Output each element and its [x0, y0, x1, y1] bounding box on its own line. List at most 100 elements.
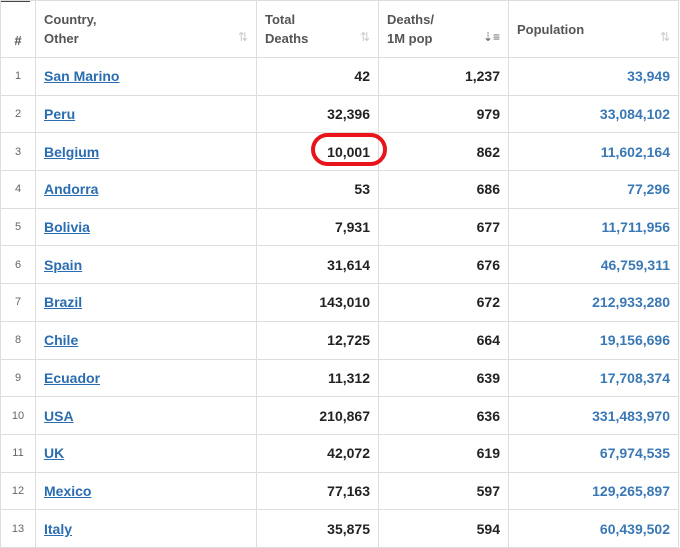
- rank-cell: 7: [0, 283, 36, 322]
- cell-text: 7: [14, 296, 22, 309]
- cell-text: 2: [14, 108, 22, 121]
- table-row: 12 Mexico 77,163 597 129,265,897: [0, 471, 679, 511]
- population-cell: 33,084,102: [508, 94, 679, 134]
- country-link[interactable]: Ecuador: [44, 369, 101, 386]
- total-deaths-cell: 35,875: [256, 509, 379, 548]
- cell-text: 11,711,956: [601, 219, 670, 236]
- column-header[interactable]: Country, Other ⇅: [35, 0, 257, 58]
- deaths-per-million-cell: 594: [378, 509, 509, 548]
- rank-cell: 11: [0, 433, 36, 473]
- country-cell: UK: [35, 433, 257, 473]
- rank-cell: 1: [0, 57, 36, 96]
- total-deaths-cell: 210,867: [256, 396, 379, 435]
- table-row: 8 Chile 12,725 664 19,156,696: [0, 320, 679, 360]
- cell-text: 12,725: [327, 332, 370, 349]
- rank-cell: 9: [0, 358, 36, 398]
- population-cell: 77,296: [508, 170, 679, 209]
- cell-text: 1,237: [464, 68, 500, 85]
- cell-text: 979: [476, 106, 500, 123]
- header-text: Total: [265, 12, 296, 27]
- header-text: Population: [517, 21, 585, 37]
- rank-cell: 12: [0, 471, 36, 511]
- total-deaths-cell: 53: [256, 170, 379, 209]
- cell-text: 53: [354, 181, 370, 198]
- cell-text: 639: [476, 369, 500, 386]
- cell-text: 67,974,535: [599, 445, 670, 462]
- cell-text: 594: [476, 520, 500, 537]
- cell-text: 10: [11, 409, 25, 422]
- cell-text: 13: [11, 522, 25, 535]
- country-link[interactable]: Bolivia: [44, 219, 90, 236]
- population-cell: 11,711,956: [508, 207, 679, 247]
- header-text: 1M pop: [387, 31, 433, 46]
- table-row: 10 USA 210,867 636 331,483,970: [0, 396, 679, 435]
- cell-text: 8: [14, 334, 22, 347]
- cell-text: 672: [476, 294, 500, 311]
- deaths-per-million-cell: 672: [378, 283, 509, 322]
- cell-text: 619: [476, 445, 500, 462]
- total-deaths-cell: 42: [256, 57, 379, 96]
- total-deaths-cell: 12,725: [256, 320, 379, 360]
- cell-text: 636: [476, 407, 500, 424]
- country-cell: Belgium: [35, 132, 257, 172]
- cell-text: 60,439,502: [599, 520, 670, 537]
- population-cell: 212,933,280: [508, 283, 679, 322]
- table-body: 1 San Marino 42 1,237 33,949 2 Peru 32,396 979 33…: [0, 57, 679, 548]
- table-row: 13 Italy 35,875 594 60,439,502: [0, 509, 679, 548]
- deaths-per-million-cell: 676: [378, 245, 509, 285]
- total-deaths-cell: 32,396: [256, 94, 379, 134]
- cell-text: 5: [14, 221, 22, 234]
- country-link[interactable]: Chile: [44, 332, 79, 349]
- cell-text: 331,483,970: [592, 407, 670, 424]
- cell-text: 77,163: [327, 482, 370, 499]
- sort-icon[interactable]: ⇣≡: [482, 30, 500, 44]
- cell-text: 4: [14, 183, 22, 196]
- deaths-per-million-cell: 677: [378, 207, 509, 247]
- cell-text: 664: [476, 332, 500, 349]
- cell-text: 677: [476, 219, 500, 236]
- cell-text: 9: [14, 371, 22, 384]
- sort-icon[interactable]: ⇅: [659, 30, 670, 44]
- country-link[interactable]: Mexico: [44, 482, 92, 499]
- country-link[interactable]: Andorra: [44, 181, 99, 198]
- column-header[interactable]: Population ⇅: [508, 0, 679, 58]
- population-cell: 19,156,696: [508, 320, 679, 360]
- table-row: 1 San Marino 42 1,237 33,949: [0, 57, 679, 96]
- country-cell: Mexico: [35, 471, 257, 511]
- cell-text: 862: [476, 143, 500, 160]
- sort-icon[interactable]: ⇅: [359, 30, 370, 44]
- country-link[interactable]: Italy: [44, 520, 73, 537]
- cell-text: 210,867: [319, 407, 370, 424]
- country-link[interactable]: Brazil: [44, 294, 83, 311]
- country-cell: San Marino: [35, 57, 257, 96]
- country-link[interactable]: Peru: [44, 106, 76, 123]
- table-row: 4 Andorra 53 686 77,296: [0, 170, 679, 209]
- cell-text: 33,949: [627, 68, 670, 85]
- sort-icon[interactable]: ⇅: [237, 30, 248, 44]
- rank-cell: 2: [0, 94, 36, 134]
- column-header[interactable]: Deaths/1M pop ⇣≡: [378, 0, 509, 58]
- deaths-per-million-cell: 979: [378, 94, 509, 134]
- table-row: 2 Peru 32,396 979 33,084,102: [0, 94, 679, 134]
- country-link[interactable]: Spain: [44, 256, 83, 273]
- population-cell: 331,483,970: [508, 396, 679, 435]
- column-header[interactable]: Total Deaths ⇅: [256, 0, 379, 58]
- cell-text: 11: [12, 447, 24, 460]
- cell-text: 6: [14, 258, 22, 271]
- header-text: Other: [44, 31, 79, 46]
- deaths-per-million-cell: 639: [378, 358, 509, 398]
- population-cell: 67,974,535: [508, 433, 679, 473]
- population-cell: 17,708,374: [508, 358, 679, 398]
- cell-text: 7,931: [334, 219, 370, 236]
- country-link[interactable]: UK: [44, 445, 65, 462]
- cell-text: 42,072: [327, 445, 370, 462]
- country-link[interactable]: Belgium: [44, 143, 100, 160]
- country-link[interactable]: USA: [44, 407, 74, 424]
- country-cell: Peru: [35, 94, 257, 134]
- deaths-per-million-cell: 664: [378, 320, 509, 360]
- total-deaths-cell: 77,163: [256, 471, 379, 511]
- country-link[interactable]: San Marino: [44, 68, 120, 85]
- country-cell: Ecuador: [35, 358, 257, 398]
- cell-text: 3: [14, 145, 22, 158]
